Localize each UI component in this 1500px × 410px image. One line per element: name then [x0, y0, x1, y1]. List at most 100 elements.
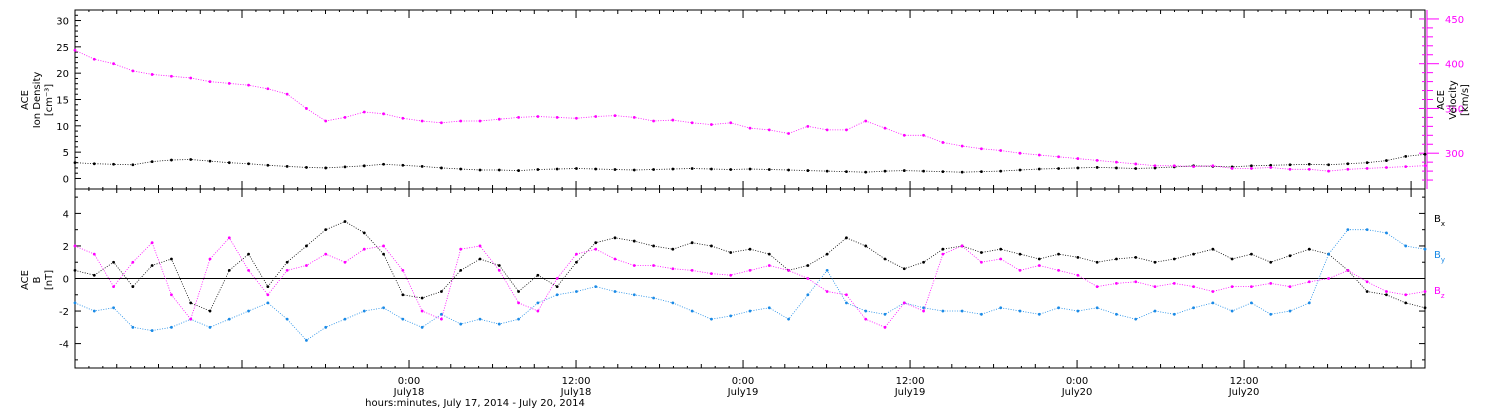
field-By-point: [999, 306, 1003, 310]
top-series-0-point: [1076, 166, 1080, 170]
field-Bz-point: [613, 257, 617, 261]
top-series-0-point: [941, 170, 945, 174]
density-label: ACE: [20, 90, 31, 110]
x-tick-time: 0:00: [398, 376, 420, 387]
field-Bz-point: [594, 247, 598, 251]
field-By-point: [729, 314, 733, 318]
field-Bz-point: [960, 244, 964, 248]
top-series-1-point: [555, 116, 559, 119]
top-series-0-point: [1288, 163, 1292, 167]
top-series-0-point: [787, 168, 790, 172]
top-series-0-point: [1018, 168, 1022, 172]
top-series-0-point: [227, 161, 231, 165]
top-series-1-point: [1037, 153, 1041, 157]
top-series-1-point: [73, 48, 77, 52]
top-series-0-point: [594, 167, 598, 171]
top-series-0-point: [1134, 167, 1138, 170]
field-Bx-point: [980, 251, 983, 254]
field-Bz-point: [1288, 285, 1292, 289]
field-Bx-trace: [74, 221, 1426, 312]
field-Bz-point: [189, 317, 193, 321]
field-By-point: [1269, 312, 1273, 316]
top-series-1-point: [92, 57, 96, 61]
top-series-0-point: [999, 169, 1003, 173]
field-tick-label: 4: [63, 209, 69, 220]
top-series-1-point: [1095, 158, 1099, 162]
field-By-point: [613, 290, 617, 293]
field-By-point: [1076, 309, 1080, 313]
top-series-1-point: [382, 112, 385, 116]
field-By-point: [1018, 309, 1022, 313]
field-Bx-point: [73, 268, 77, 272]
field-By-point: [1172, 312, 1176, 316]
field-By-point: [170, 325, 173, 329]
top-series-0-point: [729, 168, 733, 171]
x-tick-time: 12:00: [1230, 376, 1259, 387]
top-series-0-point: [305, 166, 308, 169]
top-series-0-point: [1153, 166, 1157, 170]
field-Bx-point: [1153, 260, 1157, 264]
field-Bx-point: [536, 273, 540, 277]
top-series-1-point: [208, 80, 212, 83]
field-Bz-point: [459, 247, 463, 251]
density-tick-label: 30: [56, 17, 69, 28]
density-tick-label: 5: [63, 148, 69, 159]
top-series-1-point: [459, 119, 463, 123]
field-By-point: [324, 325, 328, 329]
top-series-0-point: [189, 158, 193, 161]
x-tick-date: July19: [894, 387, 926, 398]
field-Bx-point: [208, 309, 212, 313]
top-series-0-point: [1269, 163, 1273, 167]
velocity-tick-label: 450: [1445, 15, 1464, 26]
x-tick-time: 12:00: [562, 376, 591, 387]
legend-y: By: [1434, 250, 1445, 264]
field-label: B: [32, 276, 43, 283]
field-By-point: [1115, 312, 1118, 316]
field-tick-label: -2: [59, 307, 69, 318]
density-label: [cm⁻³]: [44, 84, 55, 116]
top-series-0-point: [710, 167, 713, 171]
velocity-tick-label: 300: [1445, 149, 1464, 160]
x-tick-date: July18: [393, 387, 425, 398]
field-Bz-point: [922, 309, 925, 313]
top-series-0-point: [864, 170, 868, 174]
field-Bx-point: [671, 247, 675, 251]
field-By-point: [150, 329, 154, 332]
top-series-1-point: [1327, 169, 1330, 173]
density-tick-label: 20: [56, 69, 69, 80]
top-series-0-point: [536, 168, 540, 171]
top-series-1-point: [478, 119, 482, 123]
field-Bx-point: [478, 257, 482, 261]
top-series-1-point: [825, 128, 829, 132]
top-series-1-point: [324, 119, 328, 123]
field-By-point: [980, 312, 983, 316]
velocity-label: [km/s]: [1460, 84, 1471, 116]
field-Bx-point: [1037, 257, 1041, 261]
top-series-1-point: [1018, 151, 1022, 155]
top-series-0-point: [170, 158, 173, 162]
field-Bx-point: [382, 252, 385, 256]
legend-sub: z: [1441, 292, 1445, 300]
top-series-1-point: [613, 114, 617, 118]
top-series-0-point: [883, 169, 887, 173]
top-series-0-point: [150, 160, 154, 164]
top-series-1-point: [1307, 167, 1311, 171]
top-series-0-point: [922, 169, 925, 173]
field-By-point: [1037, 312, 1041, 316]
field-By-point: [1423, 247, 1427, 251]
field-Bx-point: [440, 290, 443, 293]
field-Bz-point: [632, 264, 636, 267]
legend-label: B: [1434, 214, 1441, 225]
top-series-1-point: [150, 73, 154, 76]
field-Bz-point: [980, 260, 983, 264]
field-Bz-point: [150, 241, 154, 245]
top-series-0-point: [73, 161, 77, 165]
density-tick-label: 10: [56, 122, 69, 133]
top-series-0-point: [1365, 161, 1369, 165]
field-Bx-point: [189, 301, 193, 305]
velocity-tick-label: 400: [1445, 60, 1464, 71]
legend-label: B: [1434, 250, 1441, 261]
top-series-1-point: [112, 62, 115, 66]
top-series-0-point: [247, 162, 250, 166]
top-series-1-point: [690, 121, 694, 125]
